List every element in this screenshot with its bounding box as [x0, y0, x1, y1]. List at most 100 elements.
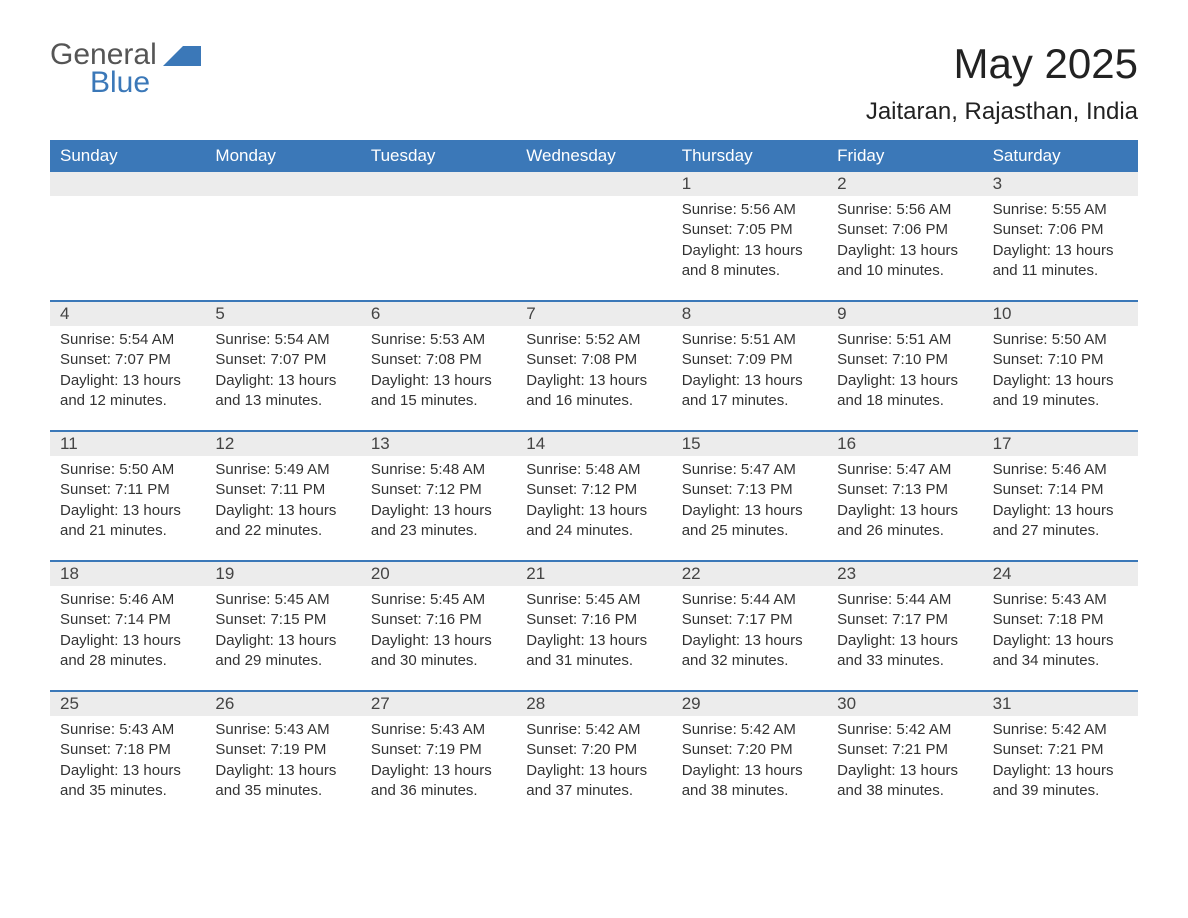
dow-saturday: Saturday: [983, 140, 1138, 172]
day-details: Sunrise: 5:55 AMSunset: 7:06 PMDaylight:…: [983, 196, 1138, 281]
daylight-line: Daylight: 13 hours: [682, 501, 817, 521]
daylight-line: and 13 minutes.: [215, 391, 350, 411]
daylight-line: and 15 minutes.: [371, 391, 506, 411]
sunset-line: Sunset: 7:14 PM: [60, 610, 195, 630]
calendar-cell: 26Sunrise: 5:43 AMSunset: 7:19 PMDayligh…: [205, 692, 360, 820]
day-details: Sunrise: 5:45 AMSunset: 7:15 PMDaylight:…: [205, 586, 360, 671]
day-details: Sunrise: 5:46 AMSunset: 7:14 PMDaylight:…: [983, 456, 1138, 541]
calendar-cell: [361, 172, 516, 300]
calendar-cell: 21Sunrise: 5:45 AMSunset: 7:16 PMDayligh…: [516, 562, 671, 690]
logo-text: General Blue: [50, 40, 157, 98]
sunset-line: Sunset: 7:15 PM: [215, 610, 350, 630]
daylight-line: Daylight: 13 hours: [526, 371, 661, 391]
day-details: Sunrise: 5:56 AMSunset: 7:06 PMDaylight:…: [827, 196, 982, 281]
sunrise-line: Sunrise: 5:42 AM: [682, 720, 817, 740]
calendar-cell: 2Sunrise: 5:56 AMSunset: 7:06 PMDaylight…: [827, 172, 982, 300]
sunrise-line: Sunrise: 5:44 AM: [682, 590, 817, 610]
day-number: 12: [205, 432, 360, 456]
sunrise-line: Sunrise: 5:47 AM: [837, 460, 972, 480]
sunrise-line: Sunrise: 5:56 AM: [837, 200, 972, 220]
day-number: 17: [983, 432, 1138, 456]
daylight-line: Daylight: 13 hours: [60, 371, 195, 391]
daylight-line: and 25 minutes.: [682, 521, 817, 541]
sunset-line: Sunset: 7:21 PM: [993, 740, 1128, 760]
calendar-cell: 22Sunrise: 5:44 AMSunset: 7:17 PMDayligh…: [672, 562, 827, 690]
sunrise-line: Sunrise: 5:47 AM: [682, 460, 817, 480]
sunrise-line: Sunrise: 5:43 AM: [60, 720, 195, 740]
week-row: 25Sunrise: 5:43 AMSunset: 7:18 PMDayligh…: [50, 690, 1138, 820]
dow-header-row: SundayMondayTuesdayWednesdayThursdayFrid…: [50, 140, 1138, 172]
day-number: 14: [516, 432, 671, 456]
daylight-line: Daylight: 13 hours: [371, 631, 506, 651]
sunset-line: Sunset: 7:12 PM: [371, 480, 506, 500]
day-details: Sunrise: 5:44 AMSunset: 7:17 PMDaylight:…: [827, 586, 982, 671]
daylight-line: and 8 minutes.: [682, 261, 817, 281]
daylight-line: and 37 minutes.: [526, 781, 661, 801]
sunrise-line: Sunrise: 5:51 AM: [837, 330, 972, 350]
day-number: 6: [361, 302, 516, 326]
calendar-cell: 23Sunrise: 5:44 AMSunset: 7:17 PMDayligh…: [827, 562, 982, 690]
daylight-line: Daylight: 13 hours: [682, 631, 817, 651]
daylight-line: and 26 minutes.: [837, 521, 972, 541]
day-number: [516, 172, 671, 196]
daylight-line: Daylight: 13 hours: [993, 761, 1128, 781]
calendar-cell: 30Sunrise: 5:42 AMSunset: 7:21 PMDayligh…: [827, 692, 982, 820]
daylight-line: and 38 minutes.: [837, 781, 972, 801]
sunrise-line: Sunrise: 5:45 AM: [215, 590, 350, 610]
day-details: Sunrise: 5:44 AMSunset: 7:17 PMDaylight:…: [672, 586, 827, 671]
sunrise-line: Sunrise: 5:52 AM: [526, 330, 661, 350]
calendar-cell: 10Sunrise: 5:50 AMSunset: 7:10 PMDayligh…: [983, 302, 1138, 430]
day-details: Sunrise: 5:51 AMSunset: 7:09 PMDaylight:…: [672, 326, 827, 411]
day-number: 4: [50, 302, 205, 326]
sunrise-line: Sunrise: 5:53 AM: [371, 330, 506, 350]
daylight-line: Daylight: 13 hours: [371, 761, 506, 781]
sunset-line: Sunset: 7:17 PM: [837, 610, 972, 630]
calendar-cell: [205, 172, 360, 300]
daylight-line: and 23 minutes.: [371, 521, 506, 541]
daylight-line: and 35 minutes.: [215, 781, 350, 801]
daylight-line: and 17 minutes.: [682, 391, 817, 411]
sunset-line: Sunset: 7:19 PM: [371, 740, 506, 760]
sunset-line: Sunset: 7:19 PM: [215, 740, 350, 760]
day-number: 11: [50, 432, 205, 456]
sunrise-line: Sunrise: 5:42 AM: [993, 720, 1128, 740]
daylight-line: Daylight: 13 hours: [526, 631, 661, 651]
sunset-line: Sunset: 7:07 PM: [60, 350, 195, 370]
day-number: 26: [205, 692, 360, 716]
day-number: 21: [516, 562, 671, 586]
sunrise-line: Sunrise: 5:54 AM: [60, 330, 195, 350]
calendar-cell: 14Sunrise: 5:48 AMSunset: 7:12 PMDayligh…: [516, 432, 671, 560]
daylight-line: Daylight: 13 hours: [837, 631, 972, 651]
sunset-line: Sunset: 7:20 PM: [526, 740, 661, 760]
calendar-cell: 4 Sunrise: 5:54 AMSunset: 7:07 PMDaylight…: [50, 302, 205, 430]
daylight-line: Daylight: 13 hours: [60, 631, 195, 651]
daylight-line: and 10 minutes.: [837, 261, 972, 281]
day-number: 23: [827, 562, 982, 586]
sunrise-line: Sunrise: 5:48 AM: [526, 460, 661, 480]
sunset-line: Sunset: 7:08 PM: [526, 350, 661, 370]
calendar-cell: 5Sunrise: 5:54 AMSunset: 7:07 PMDaylight…: [205, 302, 360, 430]
day-number: 27: [361, 692, 516, 716]
daylight-line: and 11 minutes.: [993, 261, 1128, 281]
daylight-line: Daylight: 13 hours: [215, 631, 350, 651]
daylight-line: Daylight: 13 hours: [371, 371, 506, 391]
day-number: 24: [983, 562, 1138, 586]
day-number: 19: [205, 562, 360, 586]
calendar-cell: 27Sunrise: 5:43 AMSunset: 7:19 PMDayligh…: [361, 692, 516, 820]
day-number: 22: [672, 562, 827, 586]
sunset-line: Sunset: 7:18 PM: [60, 740, 195, 760]
week-row: 1Sunrise: 5:56 AMSunset: 7:05 PMDaylight…: [50, 172, 1138, 300]
calendar-cell: 15Sunrise: 5:47 AMSunset: 7:13 PMDayligh…: [672, 432, 827, 560]
day-number: 1: [672, 172, 827, 196]
sunset-line: Sunset: 7:17 PM: [682, 610, 817, 630]
day-details: Sunrise: 5:43 AMSunset: 7:19 PMDaylight:…: [205, 716, 360, 801]
daylight-line: and 38 minutes.: [682, 781, 817, 801]
calendar-cell: 8Sunrise: 5:51 AMSunset: 7:09 PMDaylight…: [672, 302, 827, 430]
sunset-line: Sunset: 7:11 PM: [215, 480, 350, 500]
calendar-cell: 7Sunrise: 5:52 AMSunset: 7:08 PMDaylight…: [516, 302, 671, 430]
daylight-line: and 24 minutes.: [526, 521, 661, 541]
calendar-cell: 18Sunrise: 5:46 AMSunset: 7:14 PMDayligh…: [50, 562, 205, 690]
calendar-cell: 11Sunrise: 5:50 AMSunset: 7:11 PMDayligh…: [50, 432, 205, 560]
day-details: Sunrise: 5:52 AMSunset: 7:08 PMDaylight:…: [516, 326, 671, 411]
daylight-line: Daylight: 13 hours: [837, 241, 972, 261]
